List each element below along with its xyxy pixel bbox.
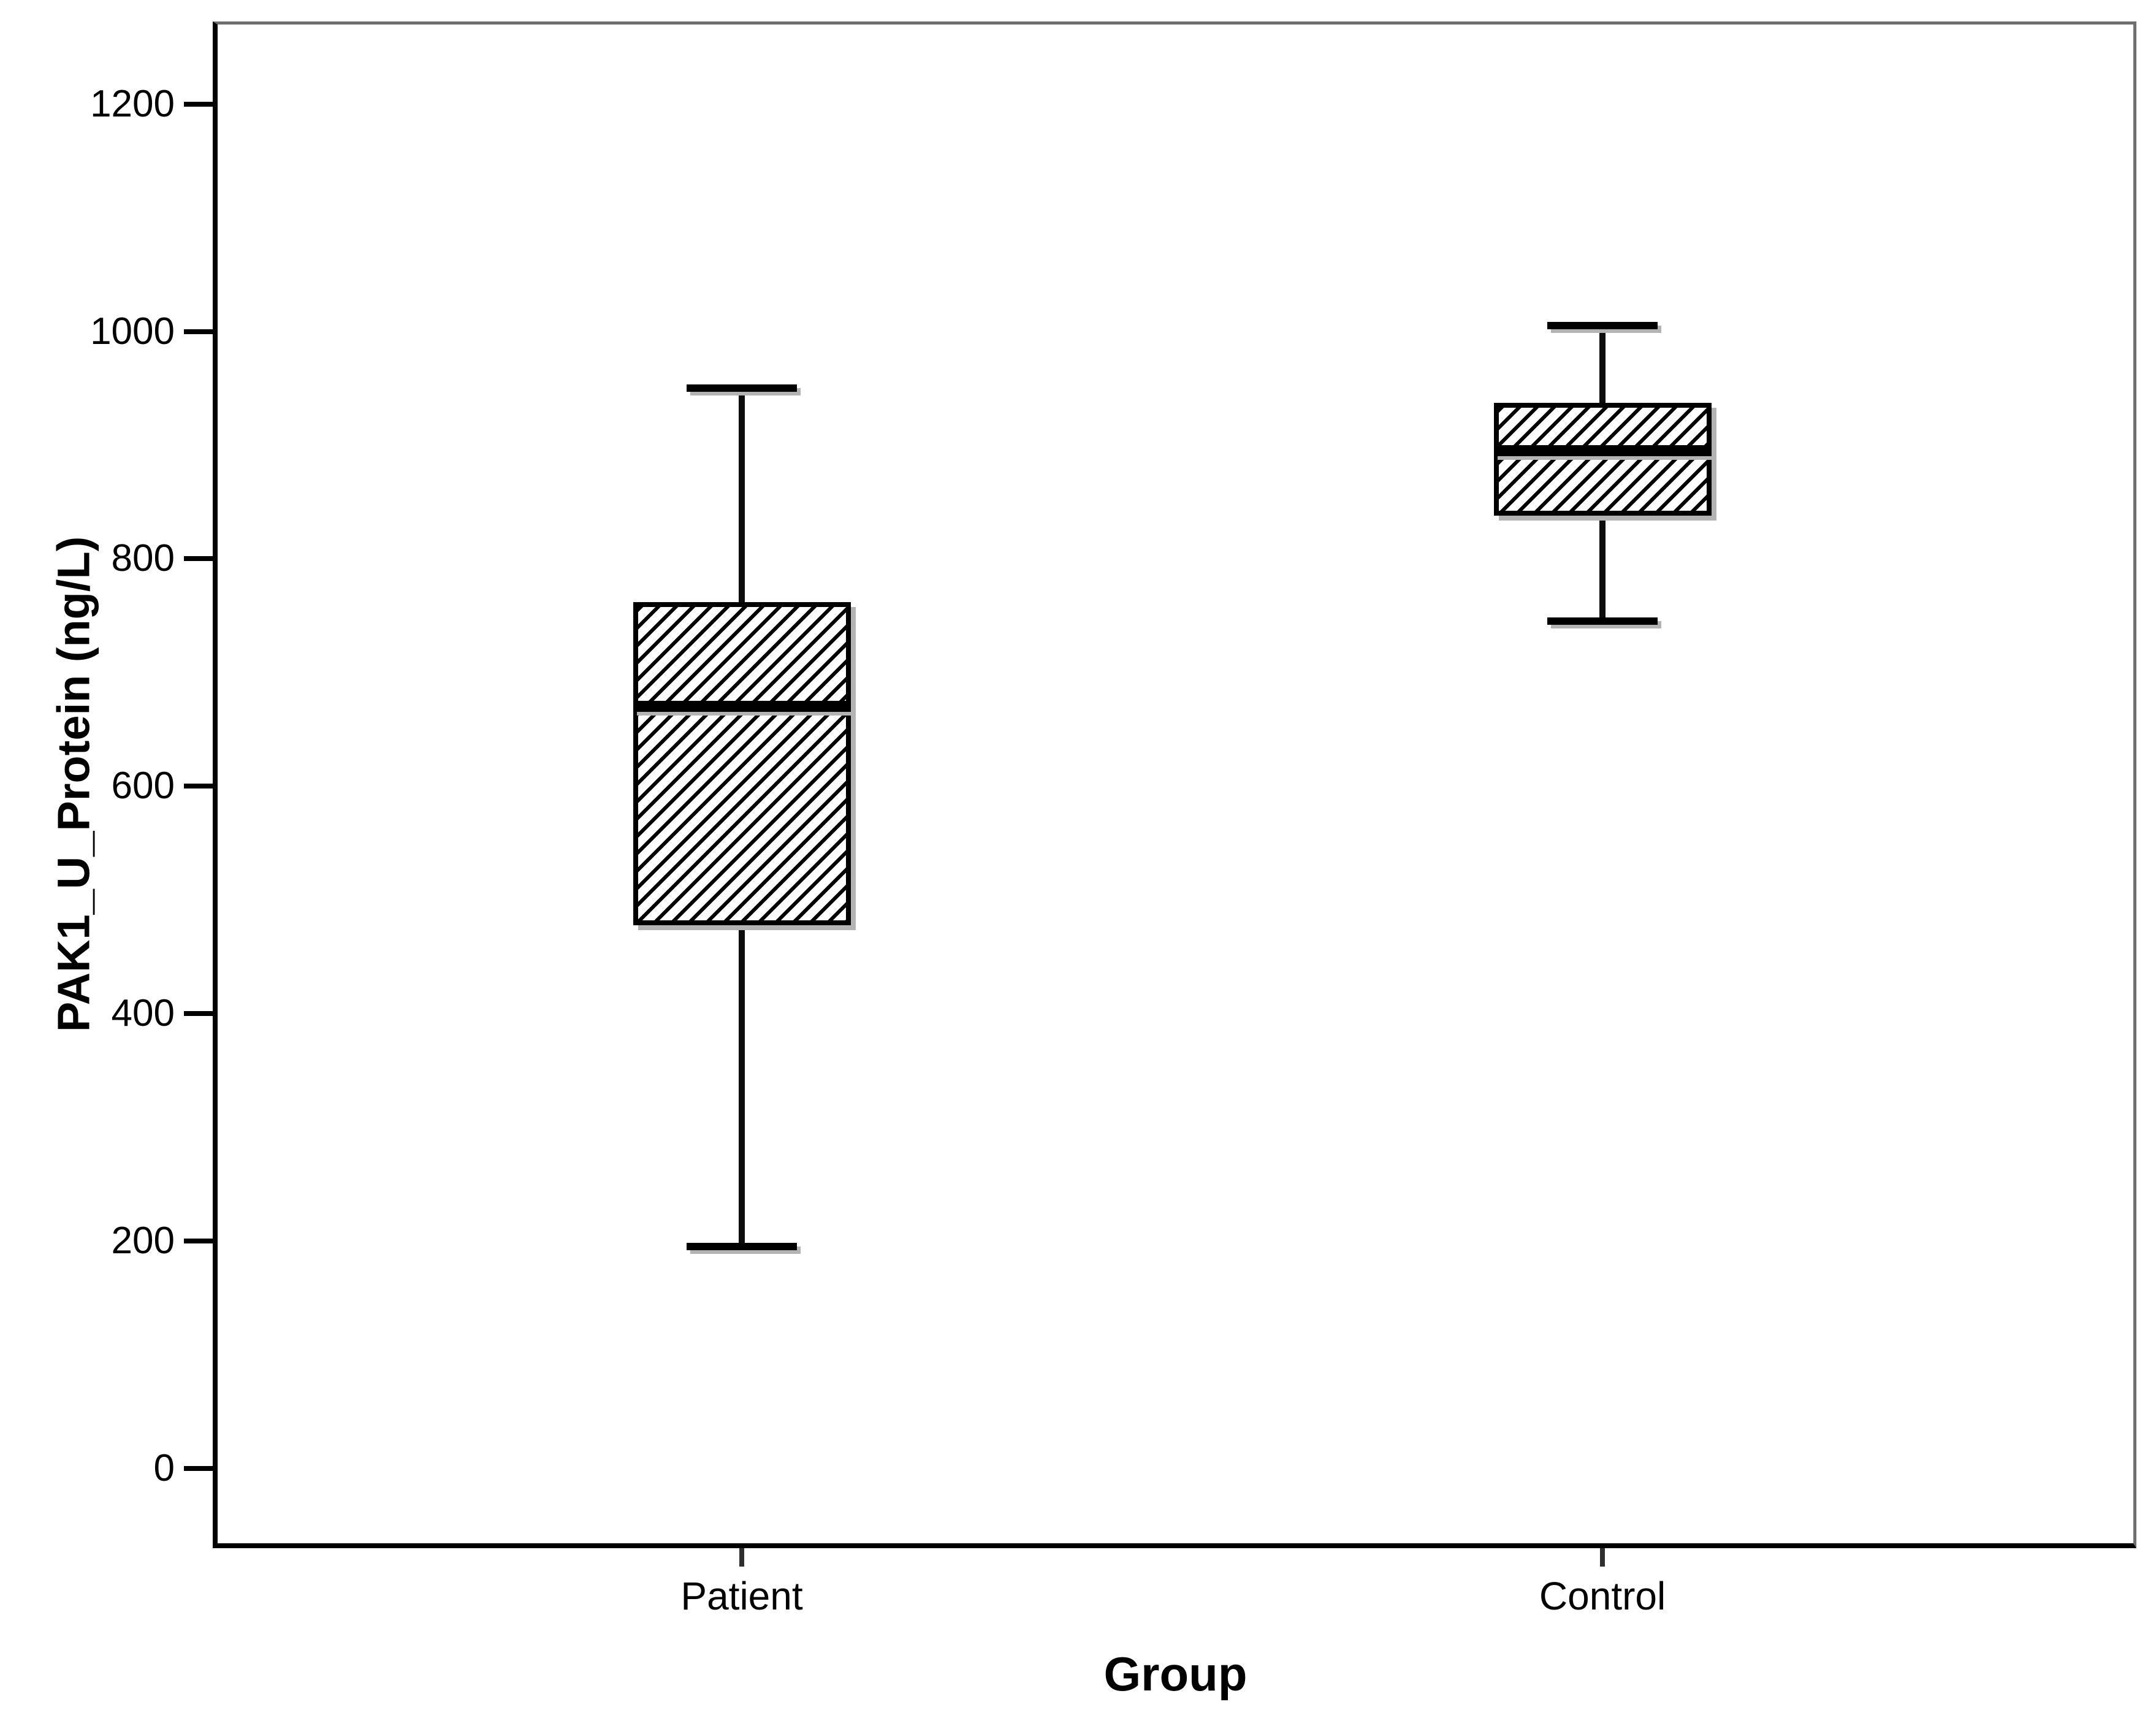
- lower-whisker-cap-patient: [687, 1243, 797, 1251]
- upper-whisker-line-control: [1599, 326, 1606, 406]
- x-axis-tick: [739, 1548, 744, 1567]
- x-axis-tick: [1600, 1548, 1606, 1567]
- lower-whisker-line-control: [1599, 513, 1606, 622]
- plot-area-frame: [213, 21, 2136, 1548]
- y-axis-tick: [184, 101, 218, 107]
- upper-whisker-cap-patient: [687, 384, 797, 392]
- median-line-patient: [633, 701, 851, 712]
- iqr-box-patient: [633, 601, 851, 925]
- y-axis-tick-label: 800: [111, 537, 175, 580]
- y-axis-tick: [184, 1238, 218, 1243]
- lower-whisker-cap-control: [1547, 617, 1658, 625]
- y-axis-tick-label: 1200: [90, 82, 175, 125]
- lower-whisker-line-patient: [739, 922, 745, 1247]
- iqr-box-control: [1493, 403, 1712, 516]
- upper-whisker-line-patient: [739, 388, 745, 605]
- y-axis-tick: [184, 329, 218, 334]
- median-line-control: [1493, 445, 1712, 457]
- y-axis-tick-label: 400: [111, 992, 175, 1035]
- y-axis-tick: [184, 784, 218, 789]
- upper-whisker-cap-control: [1547, 322, 1658, 330]
- y-axis-tick-label: 1000: [90, 310, 175, 353]
- x-axis-category-label: Control: [1539, 1574, 1666, 1618]
- x-axis-title: Group: [1103, 1647, 1248, 1701]
- y-axis-tick: [184, 1465, 218, 1471]
- y-axis-tick-label: 200: [111, 1219, 175, 1262]
- y-axis-tick-label: 600: [111, 765, 175, 808]
- y-axis-tick-label: 0: [153, 1446, 175, 1489]
- y-axis-tick: [184, 1011, 218, 1017]
- x-axis-category-label: Patient: [680, 1574, 803, 1618]
- y-axis-tick: [184, 556, 218, 562]
